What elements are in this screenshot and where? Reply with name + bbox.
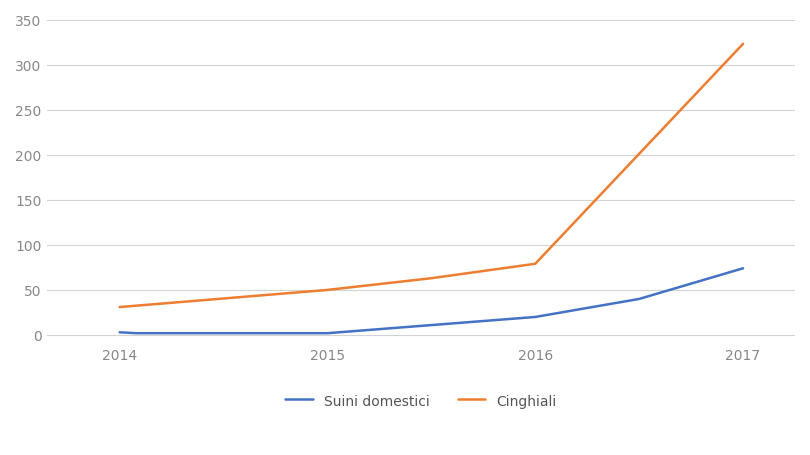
Suini domestici [115,330,125,335]
Suini domestici [738,266,748,272]
Suini domestici [322,331,332,336]
Cinghiali [531,262,540,267]
Legend: Suini domestici, Cinghiali: Suini domestici, Cinghiali [279,388,562,413]
Line: Suini domestici: Suini domestici [120,269,743,334]
Suini domestici [634,297,644,302]
Line: Cinghiali: Cinghiali [120,45,743,308]
Cinghiali [322,288,332,293]
Cinghiali [115,305,125,310]
Suini domestici [131,331,141,336]
Suini domestici [531,314,540,320]
Cinghiali [427,276,437,281]
Cinghiali [738,42,748,47]
